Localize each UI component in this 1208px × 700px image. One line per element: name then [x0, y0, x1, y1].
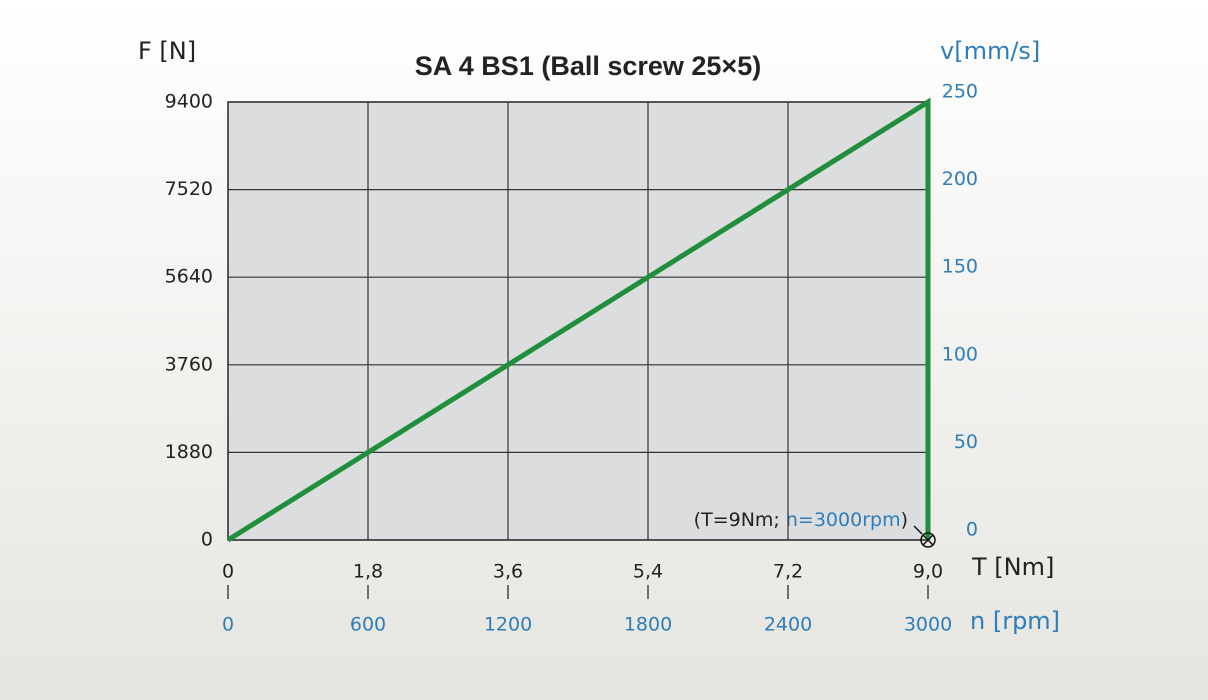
endpoint-marker: [920, 532, 936, 548]
y2-tick-label: 200: [942, 168, 978, 190]
endpoint-cross: [913, 525, 934, 546]
y-axis-label: F [N]: [138, 37, 196, 65]
x-tick-label: 5,4: [633, 561, 663, 583]
y-tick-label: 3760: [165, 353, 213, 375]
x2-axis-label: n [rpm]: [970, 607, 1060, 635]
y-tick-label: 0: [201, 529, 213, 551]
annotation-part: ): [901, 509, 908, 531]
y-tick-label: 1880: [165, 441, 213, 463]
y-tick-label: 5640: [165, 266, 213, 288]
x-tick-label: 0: [222, 561, 234, 583]
x2-tick-label: 2400: [764, 614, 812, 636]
x-tick-label: 3,6: [493, 561, 523, 583]
chart-title: SA 4 BS1 (Ball screw 25×5): [415, 51, 761, 81]
annotation-part: (T=9Nm;: [694, 509, 780, 531]
x-tick-label: 7,2: [773, 561, 803, 583]
data-line: [226, 97, 931, 543]
y-tick-label: 9400: [165, 91, 213, 113]
y2-tick-label: 100: [942, 343, 978, 365]
y2-axis-label: v[mm/s]: [940, 37, 1040, 65]
y2-tick-label: 250: [942, 81, 978, 103]
x-axis-label: T [Nm]: [971, 553, 1054, 581]
y2-tick-label: 50: [954, 431, 978, 453]
x2-tick-label: 1800: [624, 614, 672, 636]
x2-tick-label: 1200: [484, 614, 532, 636]
x2-tick-label: 0: [222, 614, 234, 636]
x-tick-label: 9,0: [913, 561, 943, 583]
x2-tick-label: 600: [350, 614, 386, 636]
x2-tick-label: 3000: [904, 614, 952, 636]
y2-tick-label: 150: [942, 256, 978, 278]
y-tick-label: 7520: [165, 178, 213, 200]
annotation-part: n=3000rpm: [786, 509, 901, 531]
x-tick-label: 1,8: [353, 561, 383, 583]
y2-tick-label: 0: [966, 519, 978, 541]
annotation: (T=9Nm; n=3000rpm): [694, 509, 908, 531]
